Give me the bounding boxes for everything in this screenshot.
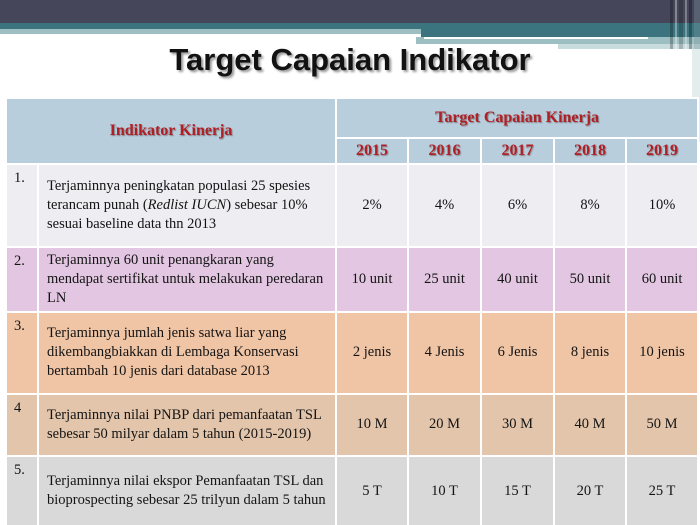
page-title: Target Capaian Indikator (169, 42, 531, 77)
row-indicator-text: Terjaminnya nilai ekspor Pemanfaatan TSL… (36, 454, 338, 525)
banner-bar-teal-right (421, 29, 700, 37)
table-row: 4 Terjaminnya nilai PNBP dari pemanfaata… (5, 392, 700, 457)
table-row: 2. Terjaminnya 60 unit penangkaran yang … (5, 246, 700, 313)
row-indicator-text: Terjaminnya peningkatan populasi 25 spes… (36, 163, 338, 248)
target-value: 50 M (625, 392, 700, 457)
indicator-text-post: ) sebesar 10% sesuai baseline data thn 2… (47, 197, 308, 232)
column-header-year-2016: 2016 (407, 137, 483, 165)
column-header-year-2019: 2019 (625, 137, 700, 165)
table-row: 1. Terjaminnya peningkatan populasi 25 s… (5, 163, 700, 248)
target-value: 4 Jenis (407, 310, 483, 395)
target-value: 10 unit (335, 246, 410, 313)
banner-bar-sage-left (0, 29, 421, 34)
target-value: 10 T (407, 454, 483, 525)
column-header-target-group: Target Capaian Kinerja (335, 97, 700, 139)
banner-bar-dark (0, 0, 700, 23)
target-value: 4% (407, 163, 483, 248)
table-header-row-top: Indikator Kinerja Target Capaian Kinerja (4, 97, 700, 165)
banner-white-line (424, 37, 648, 39)
target-value: 30 M (480, 392, 556, 457)
target-value: 60 unit (625, 246, 700, 313)
target-value: 15 T (480, 454, 556, 525)
row-number: 2. (5, 246, 39, 313)
target-value: 20 M (407, 392, 483, 457)
row-number: 3. (5, 310, 39, 395)
target-value: 2% (335, 163, 410, 248)
column-header-year-2017: 2017 (480, 137, 556, 165)
banner-bar-teal (0, 23, 700, 29)
target-value: 25 T (625, 454, 700, 525)
row-number: 1. (5, 163, 39, 248)
column-header-year-2018: 2018 (553, 137, 628, 165)
indicator-text-pre: Terjaminnya peningkatan populasi 25 spes… (47, 178, 311, 214)
target-value: 8 jenis (553, 310, 628, 395)
target-value: 10 jenis (625, 310, 700, 395)
target-value: 6% (480, 163, 556, 248)
column-header-indicator: Indikator Kinerja (4, 97, 338, 165)
target-value: 10% (625, 163, 700, 248)
row-indicator-text: Terjaminnya 60 unit penangkaran yang men… (36, 246, 338, 313)
target-value: 50 unit (553, 246, 628, 313)
indicator-targets-table: Indikator Kinerja Target Capaian Kinerja… (4, 97, 700, 525)
target-value: 2 jenis (335, 310, 410, 395)
column-header-year-2015: 2015 (335, 137, 410, 165)
target-value: 40 M (553, 392, 628, 457)
row-indicator-text: Terjaminnya jumlah jenis satwa liar yang… (36, 310, 338, 395)
row-number: 5. (5, 454, 39, 525)
target-value: 25 unit (407, 246, 483, 313)
target-value: 10 M (335, 392, 410, 457)
target-value: 20 T (553, 454, 628, 525)
row-indicator-text: Terjaminnya nilai PNBP dari pemanfaatan … (36, 392, 338, 457)
row-number: 4 (5, 392, 39, 457)
table-row: 3. Terjaminnya jumlah jenis satwa liar y… (5, 310, 700, 395)
target-value: 40 unit (480, 246, 556, 313)
target-value: 6 Jenis (480, 310, 556, 395)
target-value: 8% (553, 163, 628, 248)
table-row: 5. Terjaminnya nilai ekspor Pemanfaatan … (5, 454, 700, 525)
target-value: 5 T (335, 454, 410, 525)
table-header-row-years: 2015 2016 2017 2018 2019 (6, 137, 700, 165)
indicator-text-italic: Redlist IUCN (147, 197, 227, 214)
